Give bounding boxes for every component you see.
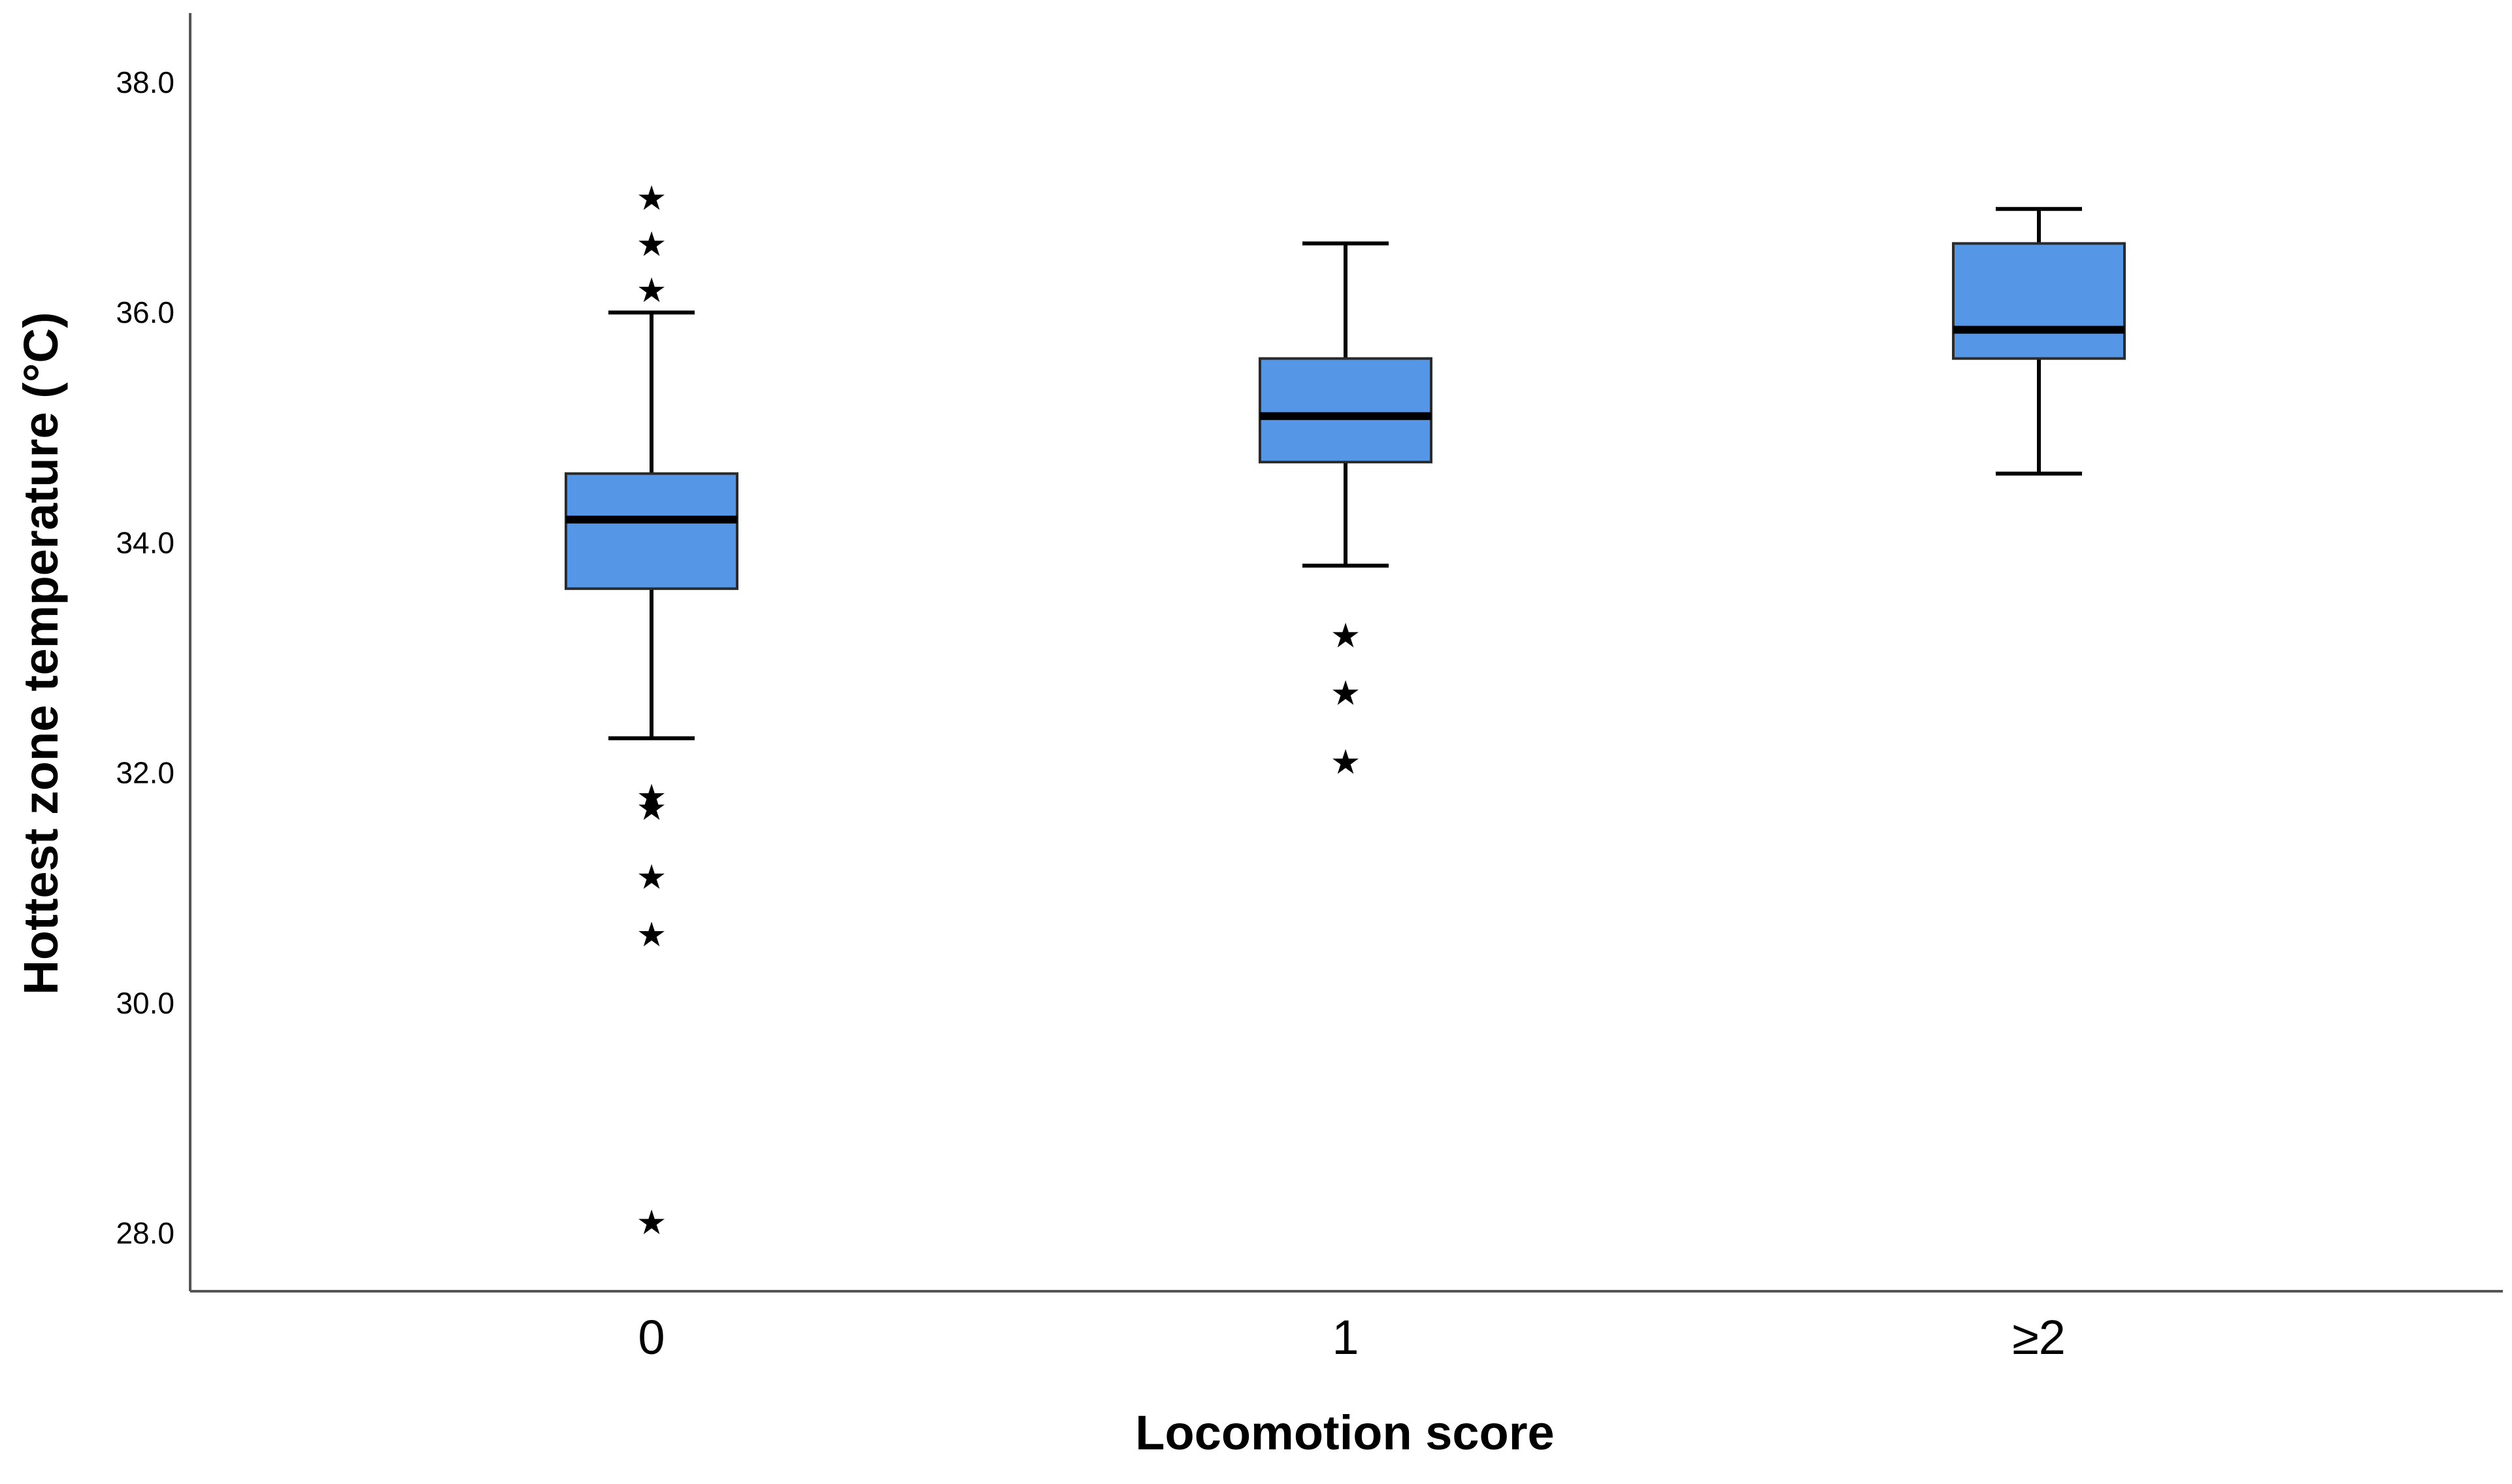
box-group-ge2 bbox=[1952, 206, 2126, 476]
outlier-star-icon: ★ bbox=[636, 858, 667, 897]
x-axis-tick-labels: 0 1 ≥2 bbox=[638, 1310, 2065, 1364]
y-tick-label: 38.0 bbox=[116, 65, 174, 99]
box-group-0: ★★★★★★★★ bbox=[565, 179, 738, 1242]
y-axis-ticks: 28.0 30.0 32.0 34.0 36.0 38.0 bbox=[116, 65, 174, 1250]
x-axis-title: Locomotion score bbox=[1135, 1406, 1554, 1460]
outlier-star-icon: ★ bbox=[636, 271, 667, 310]
outlier-star-icon: ★ bbox=[636, 225, 667, 265]
x-tick-label: 0 bbox=[638, 1310, 665, 1364]
y-tick-label: 32.0 bbox=[116, 756, 174, 790]
outlier-star-icon: ★ bbox=[636, 1203, 667, 1242]
iqr-box bbox=[565, 472, 738, 590]
x-tick-label: ≥2 bbox=[2012, 1310, 2066, 1364]
outlier-star-icon: ★ bbox=[1330, 616, 1361, 655]
outlier-star-icon: ★ bbox=[1330, 674, 1361, 713]
plot-area bbox=[189, 13, 2503, 1293]
outlier-star-icon: ★ bbox=[636, 915, 667, 955]
y-axis-title: Hottest zone temperature (°C) bbox=[14, 312, 68, 995]
outlier-star-icon: ★ bbox=[1330, 743, 1361, 782]
y-tick-label: 36.0 bbox=[116, 295, 174, 329]
iqr-box bbox=[1952, 242, 2126, 360]
x-tick-label: 1 bbox=[1332, 1310, 1359, 1364]
outlier-star-icon: ★ bbox=[636, 778, 667, 817]
boxes-group: ★★★★★★★★★★★ bbox=[565, 179, 2126, 1242]
y-tick-label: 34.0 bbox=[116, 525, 174, 559]
y-tick-label: 28.0 bbox=[116, 1216, 174, 1250]
outlier-star-icon: ★ bbox=[636, 179, 667, 218]
y-tick-label: 30.0 bbox=[116, 986, 174, 1020]
box-group-1: ★ ★ ★ bbox=[1259, 241, 1432, 782]
outlier-star-icon: ★ bbox=[636, 789, 667, 828]
iqr-box bbox=[1259, 357, 1432, 464]
